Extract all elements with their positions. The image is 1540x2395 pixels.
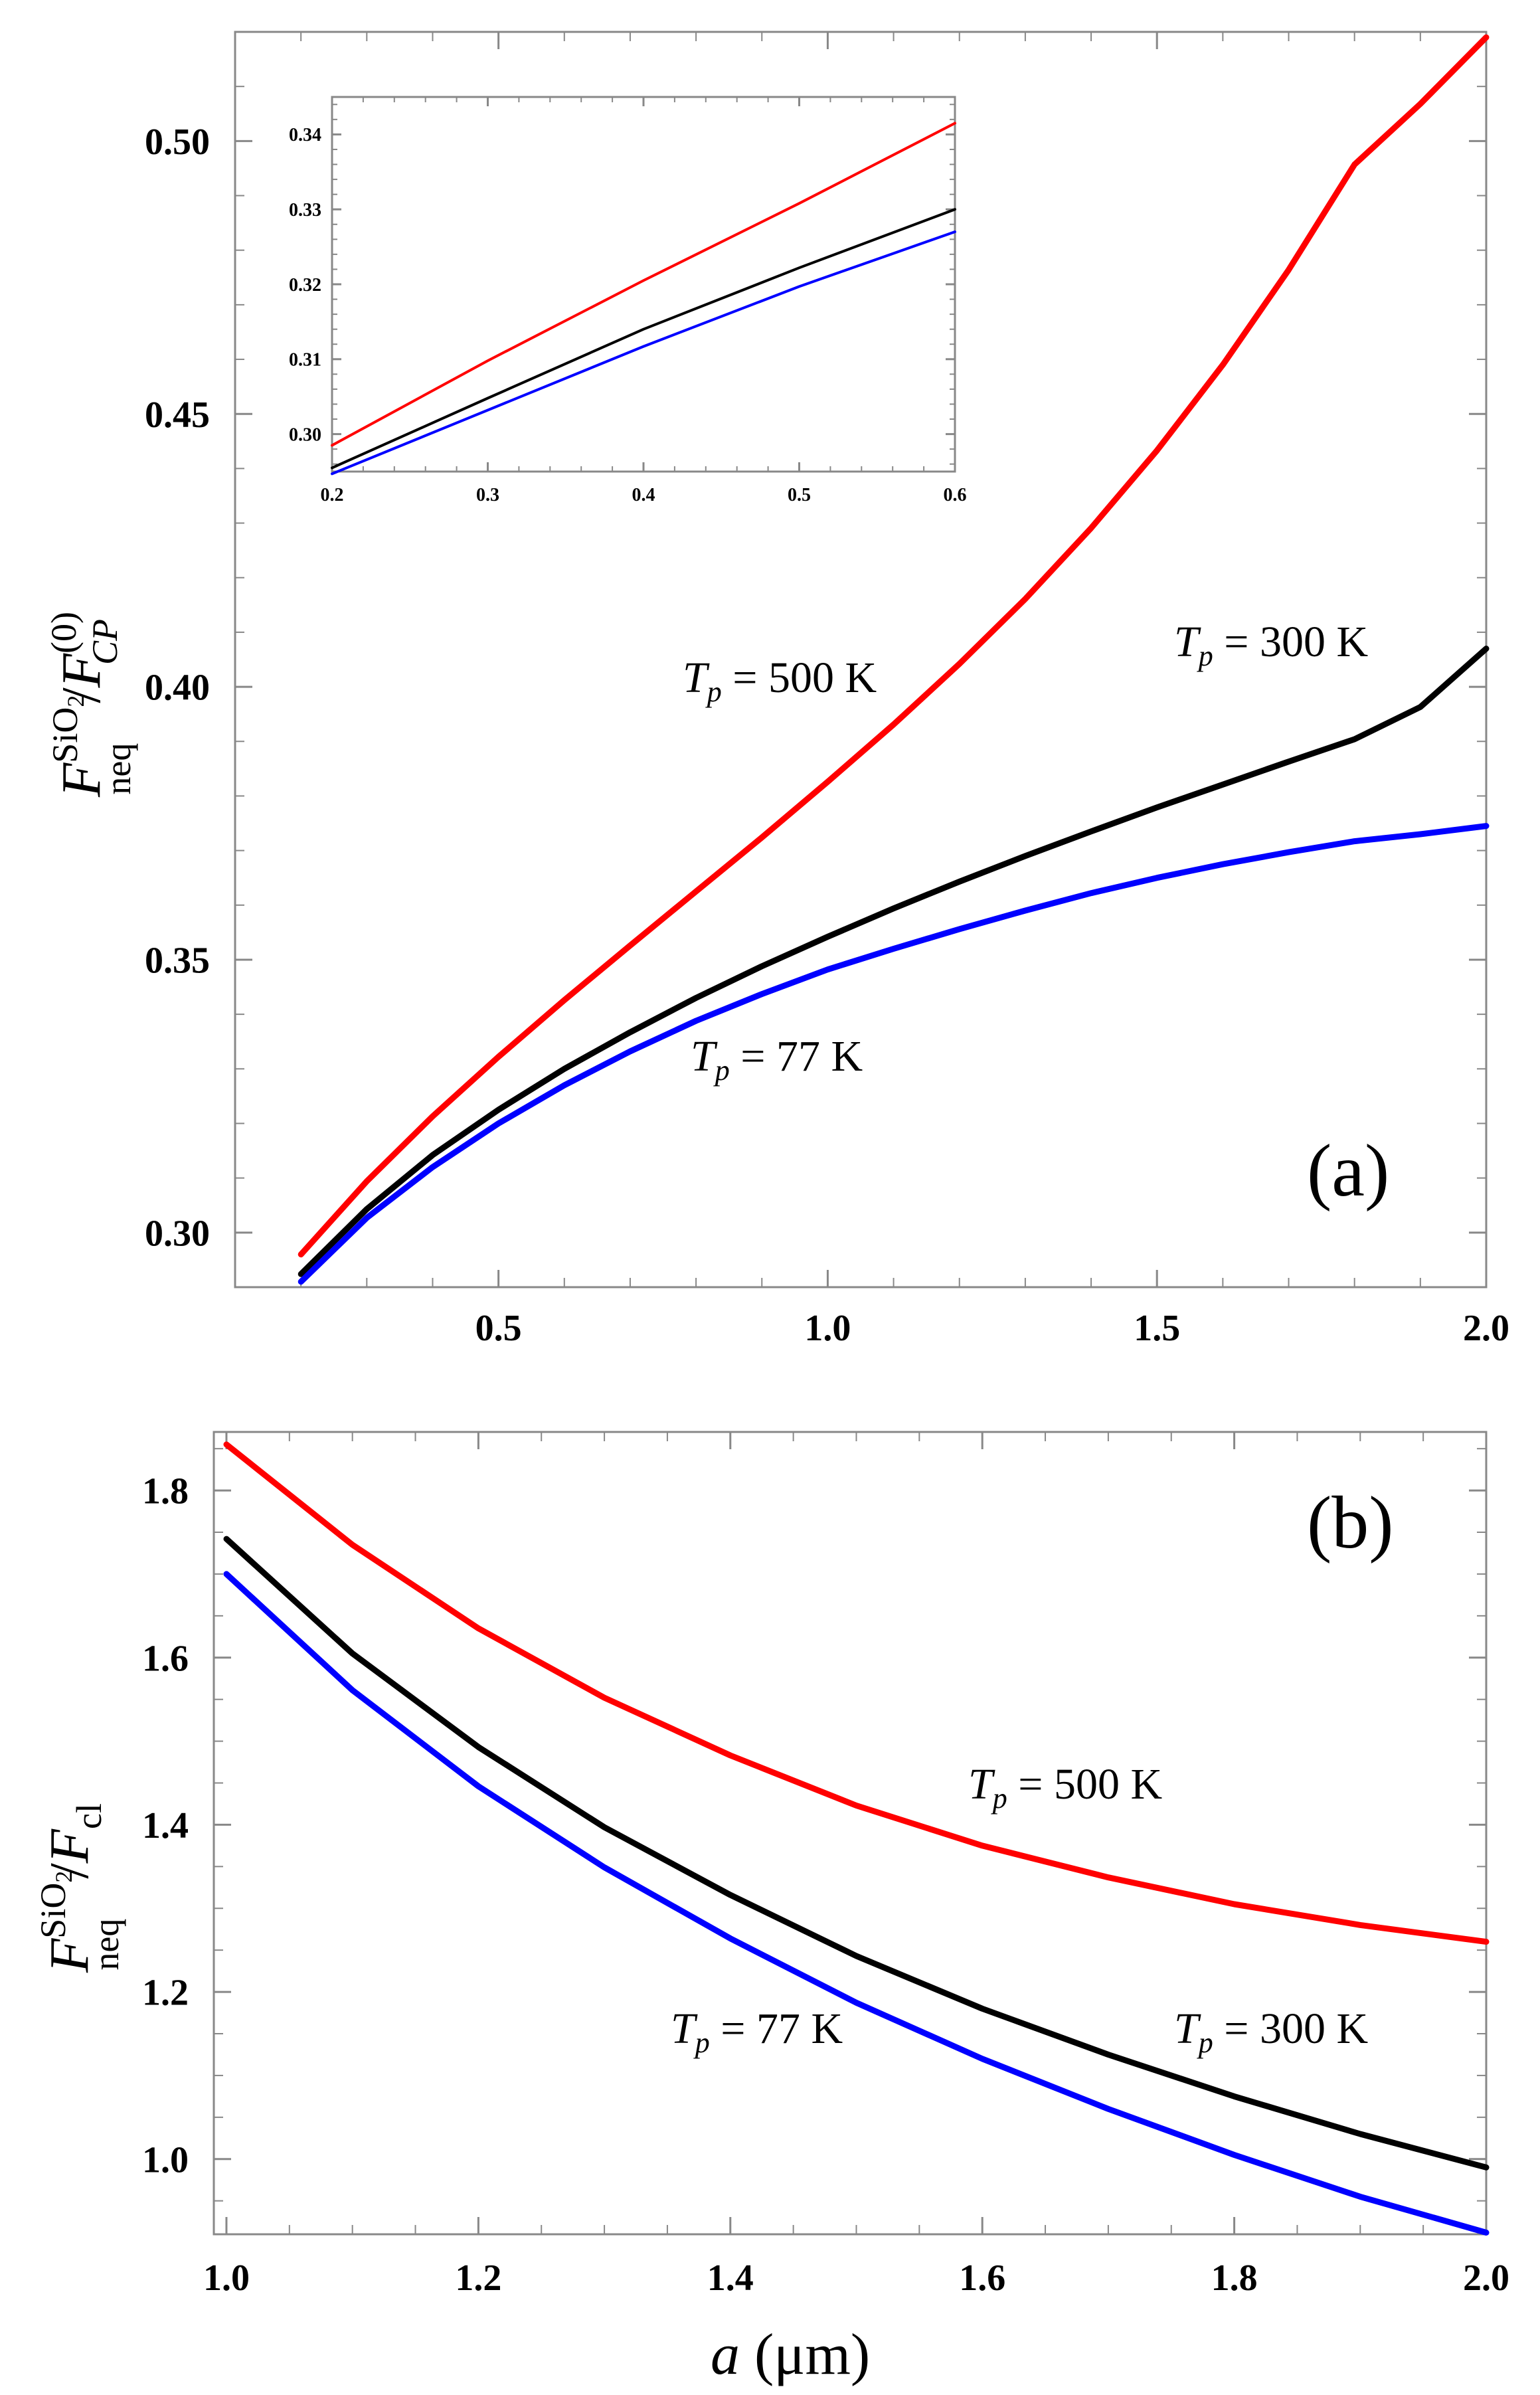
inset-y-tick-labels: 0.30 0.31 0.32 0.33 0.34 bbox=[289, 125, 321, 445]
x-tick-label: 1.5 bbox=[1134, 1308, 1180, 1349]
panel-a-label: (a) bbox=[1307, 1130, 1389, 1212]
y-tick-label: 1.6 bbox=[142, 1638, 189, 1679]
x-tick-label: 0.2 bbox=[321, 485, 344, 505]
x-tick-label: 0.5 bbox=[475, 1308, 522, 1349]
panel-a-chart: 0.5 1.0 1.5 2.0 0.30 0.35 0.40 0.45 0.50 0.2 0.3… bbox=[44, 31, 1509, 1349]
panel-b-x-tick-labels: 1.0 1.2 1.4 1.6 1.8 2.0 bbox=[203, 2258, 1509, 2299]
y-tick-label: 1.8 bbox=[142, 1471, 189, 1512]
annotation-500k-a: Tp = 500 K bbox=[683, 654, 877, 708]
y-tick-label: 0.45 bbox=[145, 395, 210, 436]
x-tick-label: 1.4 bbox=[707, 2258, 754, 2299]
series-line-500k bbox=[223, 1441, 1490, 1945]
y-tick-label: 1.2 bbox=[142, 1973, 189, 2014]
x-tick-label: 0.3 bbox=[476, 485, 499, 505]
y-tick-label: 0.35 bbox=[145, 940, 210, 982]
panel-b-frame bbox=[213, 1431, 1488, 2236]
panel-a-ticks bbox=[234, 31, 1488, 1287]
x-tick-label: 1.6 bbox=[959, 2258, 1005, 2299]
panel-b-ticks bbox=[214, 1432, 1488, 2234]
inset-x-tick-labels: 0.2 0.3 0.4 0.5 0.6 bbox=[321, 485, 967, 505]
series-line-300k bbox=[298, 646, 1490, 1277]
x-tick-label: 2.0 bbox=[1463, 2258, 1509, 2299]
panel-a-frame bbox=[234, 31, 1488, 1288]
y-tick-label: 0.40 bbox=[145, 667, 210, 709]
series-line-77k bbox=[298, 823, 1490, 1285]
series-line-300k bbox=[331, 208, 956, 470]
y-tick-label: 0.31 bbox=[289, 350, 321, 371]
panel-a-y-tick-labels: 0.30 0.35 0.40 0.45 0.50 bbox=[145, 122, 210, 1254]
x-tick-label: 1.0 bbox=[203, 2258, 250, 2299]
x-tick-label: 0.5 bbox=[788, 485, 811, 505]
panel-b-chart: 1.0 1.2 1.4 1.6 1.8 2.0 1.0 1.2 1.4 1.6 1.8 Tp = … bbox=[33, 1431, 1509, 2387]
annotation-300k-b: Tp = 300 K bbox=[1174, 2004, 1368, 2059]
panel-b-y-tick-labels: 1.0 1.2 1.4 1.6 1.8 bbox=[142, 1471, 189, 2181]
annotation-500k-b: Tp = 500 K bbox=[968, 1760, 1162, 1815]
panel-a-x-tick-labels: 0.5 1.0 1.5 2.0 bbox=[475, 1308, 1509, 1349]
y-tick-label: 0.30 bbox=[145, 1213, 210, 1254]
y-tick-label: 1.0 bbox=[142, 2139, 189, 2180]
series-line-300k bbox=[223, 1536, 1490, 2171]
x-tick-label: 1.2 bbox=[455, 2258, 501, 2299]
x-tick-label: 0.6 bbox=[944, 485, 967, 505]
y-tick-label: 0.30 bbox=[289, 424, 321, 445]
series-line-500k bbox=[331, 122, 956, 447]
panel-a-series bbox=[298, 34, 1490, 1285]
y-tick-label: 0.34 bbox=[289, 125, 321, 145]
y-tick-label: 1.4 bbox=[142, 1805, 189, 1846]
x-tick-label: 1.8 bbox=[1211, 2258, 1258, 2299]
x-tick-label: 0.4 bbox=[632, 485, 655, 505]
series-line-77k bbox=[331, 230, 956, 476]
y-tick-label: 0.33 bbox=[289, 200, 321, 221]
x-tick-label: 2.0 bbox=[1463, 1308, 1509, 1349]
y-tick-label: 0.32 bbox=[289, 275, 321, 296]
panel-b-y-axis-title: FSiO2neq/Fcl bbox=[33, 1803, 126, 1973]
panel-b-series bbox=[223, 1441, 1490, 2236]
annotation-77k-b: Tp = 77 K bbox=[671, 2004, 843, 2059]
y-tick-label: 0.50 bbox=[145, 122, 210, 163]
x-tick-label: 1.0 bbox=[804, 1308, 851, 1349]
panel-a-y-axis-title: FSiO2neq/F(0)CP bbox=[44, 612, 138, 798]
annotation-300k-a: Tp = 300 K bbox=[1174, 618, 1368, 672]
inset-series bbox=[331, 122, 956, 476]
panel-b-x-axis-title: a (μm) bbox=[711, 2323, 870, 2387]
inset-frame bbox=[331, 96, 956, 473]
series-line-77k bbox=[223, 1571, 1490, 2236]
panel-b-label: (b) bbox=[1307, 1482, 1394, 1564]
series-line-500k bbox=[298, 34, 1490, 1258]
panel-a-inset: 0.2 0.3 0.4 0.5 0.6 0.30 0.31 0.32 0.33 0.34 bbox=[289, 96, 967, 505]
annotation-77k-a: Tp = 77 K bbox=[691, 1032, 863, 1087]
